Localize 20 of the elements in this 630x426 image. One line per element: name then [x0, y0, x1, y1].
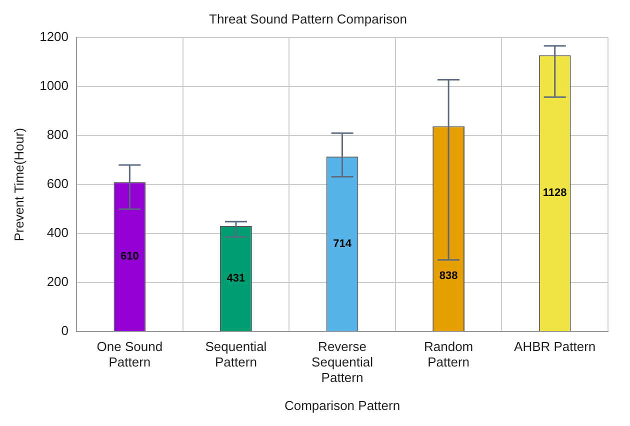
data-label: 1128 — [542, 187, 567, 200]
y-tick-label: 400 — [46, 225, 69, 240]
chart-title: Threat Sound Pattern Comparison — [209, 11, 407, 26]
y-axis-title: Prevent Time(Hour) — [11, 128, 26, 242]
data-label: 610 — [120, 250, 139, 263]
x-tick-label: Reverse Sequential Pattern — [312, 338, 374, 386]
y-tick-label: 1200 — [40, 29, 69, 44]
x-axis-title: Comparison Pattern — [284, 398, 400, 413]
x-tick-label: Random Pattern — [424, 338, 474, 370]
y-tick-label: 0 — [61, 323, 69, 338]
x-tick-label: One Sound Pattern — [96, 338, 163, 370]
y-tick-label: 600 — [46, 176, 69, 192]
y-tick-label: 1000 — [40, 78, 69, 94]
data-label: 838 — [439, 270, 458, 282]
y-tick-label: 800 — [46, 127, 69, 142]
x-tick-label: Sequential Pattern — [205, 338, 267, 370]
x-tick-label: AHBR Pattern — [514, 338, 596, 354]
data-label: 431 — [226, 272, 246, 285]
data-label: 714 — [333, 238, 352, 250]
y-tick-label: 200 — [46, 274, 69, 290]
